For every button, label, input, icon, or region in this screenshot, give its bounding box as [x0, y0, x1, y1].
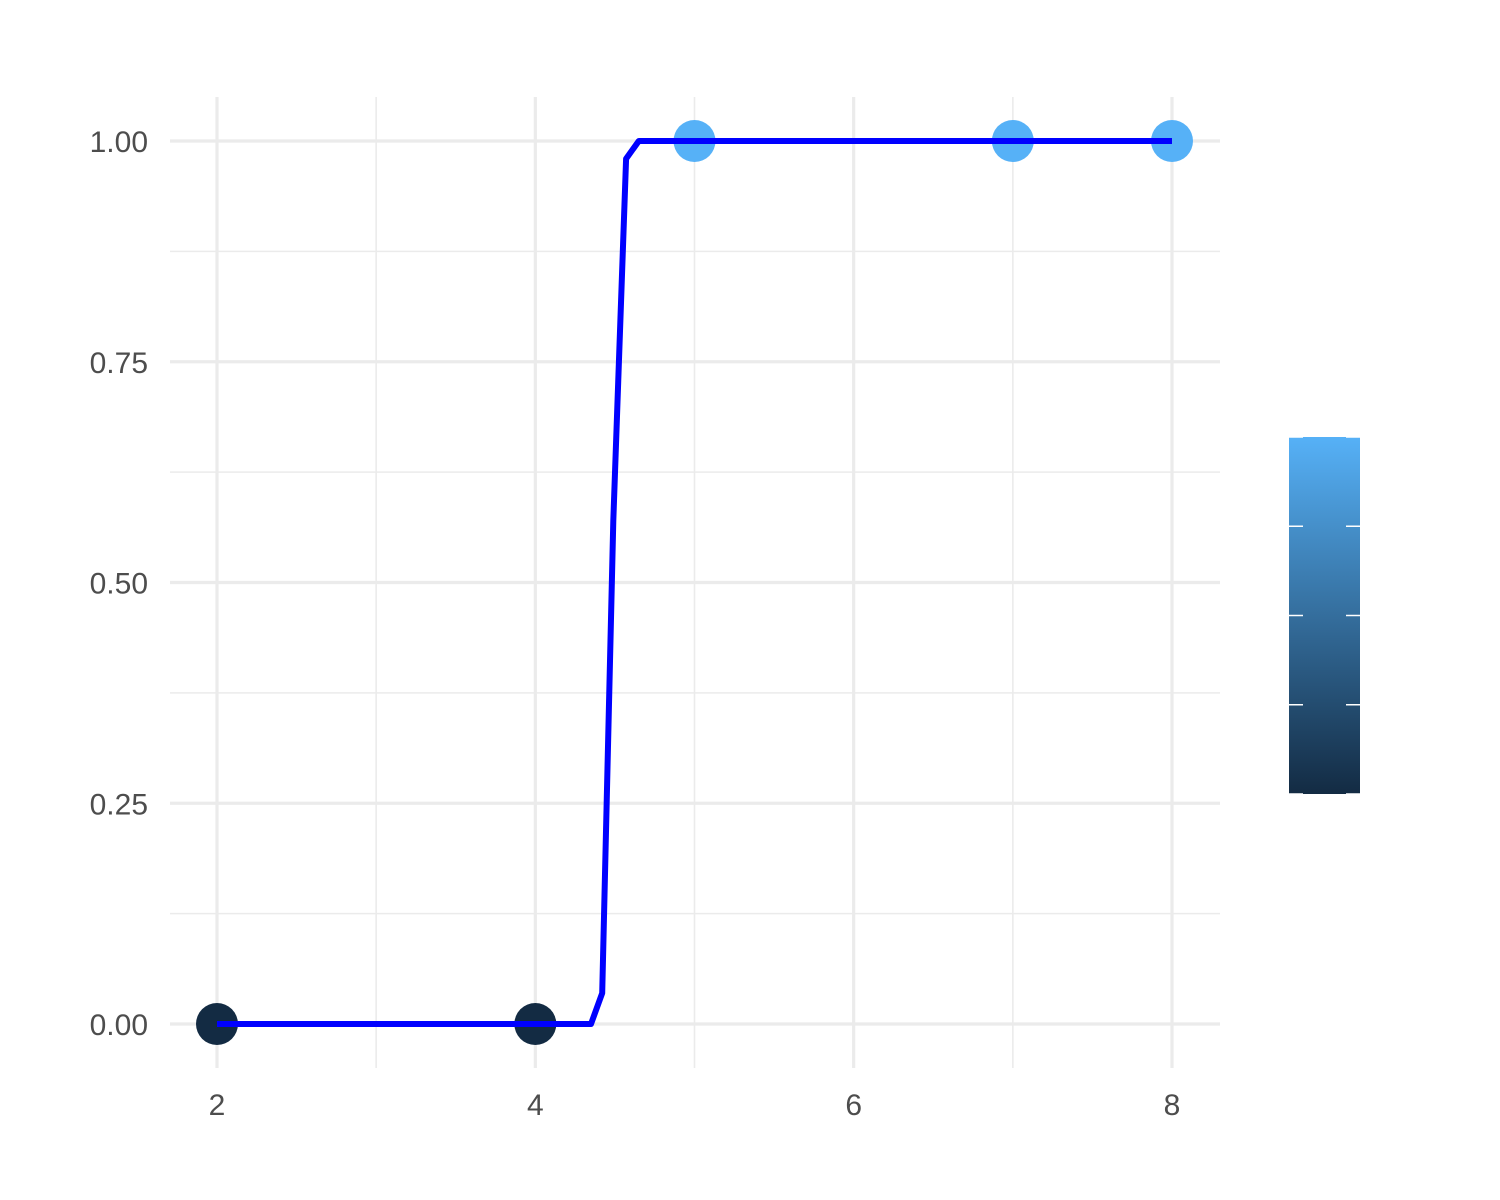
x-tick-label: 6 — [845, 1089, 862, 1122]
y-tick-label: 0.50 — [90, 568, 148, 601]
y-tick-label: 1.00 — [90, 126, 148, 159]
y-tick-label: 0.75 — [90, 347, 148, 380]
y-axis: 0.00 0.25 0.50 0.75 1.00 — [90, 126, 148, 1042]
y-tick-label: 0.25 — [90, 788, 148, 821]
series-line-path — [217, 138, 1172, 1027]
grid-minor — [170, 97, 1220, 1068]
x-tick-label: 4 — [527, 1089, 544, 1122]
x-tick-label: 8 — [1164, 1089, 1181, 1122]
legend-colorbar — [1289, 436, 1360, 795]
x-axis: 2 4 6 8 — [209, 1089, 1181, 1122]
x-tick-label: 2 — [209, 1089, 226, 1122]
series-line — [217, 138, 1172, 1027]
y-tick-label: 0.00 — [90, 1009, 148, 1042]
